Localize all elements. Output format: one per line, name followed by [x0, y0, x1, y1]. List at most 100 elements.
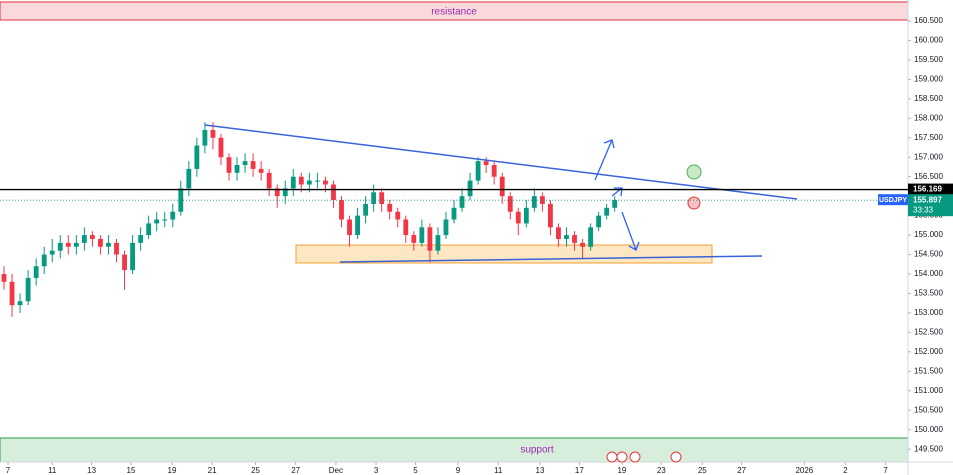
- candle-body: [459, 196, 465, 208]
- x-tick-label: 7: [883, 466, 888, 475]
- x-tick-label: Dec: [329, 466, 343, 475]
- y-tick-label: 150.000: [914, 425, 943, 434]
- candle-body: [25, 277, 31, 302]
- symbol-tag: [878, 194, 908, 206]
- x-tick-label: 25: [251, 466, 260, 475]
- candle-body: [162, 219, 168, 221]
- x-tick-label: 5: [413, 466, 418, 475]
- candle-body: [57, 242, 63, 251]
- x-tick-label: 13: [536, 466, 545, 475]
- candle-body: [499, 176, 505, 197]
- y-tick-label: 158.000: [914, 113, 943, 122]
- candle-body: [379, 192, 385, 204]
- support-label: support: [520, 445, 554, 456]
- candle-body: [154, 219, 160, 224]
- candle-body: [234, 165, 240, 173]
- y-tick-label: 152.000: [914, 347, 943, 356]
- candle-body: [347, 219, 352, 236]
- candle-body: [411, 235, 417, 243]
- candle-body: [314, 180, 320, 182]
- resistance-label: resistance: [431, 7, 477, 18]
- y-tick-label: 159.500: [914, 55, 943, 64]
- event-icon: [670, 451, 682, 463]
- y-tick-label: 156.500: [914, 172, 943, 181]
- y-tick-label: 158.500: [914, 94, 943, 103]
- x-tick-label: 2026: [795, 466, 813, 475]
- candle-body: [250, 161, 256, 169]
- y-tick-label: 154.500: [914, 250, 943, 259]
- price-label: 155.897: [913, 195, 942, 204]
- candle-body: [210, 129, 216, 138]
- candle-body: [491, 165, 497, 177]
- candle-body: [588, 227, 594, 247]
- candle-body: [604, 207, 610, 216]
- candle-body: [106, 242, 111, 247]
- candle-body: [355, 215, 360, 236]
- candle-body: [467, 180, 473, 197]
- candle-body: [298, 176, 304, 185]
- candle-body: [258, 168, 264, 173]
- candle-body: [572, 235, 577, 243]
- candle-body: [242, 161, 248, 166]
- candle-body: [556, 227, 561, 239]
- y-tick-label: 151.000: [914, 386, 943, 395]
- candle-body: [443, 219, 449, 236]
- candle-body: [41, 254, 47, 267]
- y-tick-label: 153.000: [914, 308, 943, 317]
- x-tick-label: 9: [456, 466, 461, 475]
- trendline: [339, 255, 763, 263]
- event-icon: [629, 451, 641, 463]
- candle-body: [403, 219, 409, 236]
- x-tick-label: 3: [374, 466, 379, 475]
- y-tick-label: 154.000: [914, 269, 943, 278]
- candle-body: [339, 200, 344, 220]
- y-tick-label: 151.500: [914, 366, 943, 375]
- event-icon: [616, 451, 628, 463]
- candle-body: [612, 200, 618, 208]
- x-tick-label: 13: [87, 466, 96, 475]
- arrow-down: [621, 211, 640, 251]
- candle-body: [33, 266, 39, 278]
- candle-body: [146, 223, 152, 236]
- candle-body: [387, 203, 393, 212]
- y-tick-label: 152.500: [914, 328, 943, 337]
- y-tick-label: 157.000: [914, 152, 943, 161]
- event-icon: [606, 451, 618, 463]
- event-icons: [606, 451, 682, 463]
- candle-body: [114, 242, 119, 255]
- candle-body: [81, 235, 87, 243]
- candle-body: [89, 235, 95, 239]
- candle-body: [130, 242, 135, 271]
- candle-body: [475, 161, 481, 181]
- candle-body: [202, 129, 208, 146]
- x-tick-label: 19: [617, 466, 626, 475]
- level-label: 156.169: [913, 185, 942, 194]
- candle-body: [122, 254, 127, 271]
- candle-body: [548, 203, 553, 228]
- candle-body: [580, 242, 585, 247]
- candle-body: [290, 176, 296, 189]
- symbol-label: USDJPY: [879, 197, 907, 204]
- y-tick-label: 149.500: [914, 444, 943, 453]
- candle-body: [323, 180, 328, 185]
- candle-body: [306, 180, 312, 185]
- candle-body: [483, 161, 489, 166]
- candle-body: [218, 137, 224, 158]
- candle-body: [331, 184, 336, 201]
- x-tick-label: 2: [843, 466, 848, 475]
- candle-body: [427, 227, 433, 251]
- arrow-up: [594, 139, 615, 181]
- y-tick-label: 153.500: [914, 289, 943, 298]
- candle-body: [170, 211, 176, 220]
- candle-body: [186, 168, 192, 189]
- x-tick-label: 21: [208, 466, 217, 475]
- x-tick-label: 11: [494, 466, 503, 475]
- y-tick-label: 150.500: [914, 405, 943, 414]
- signal-circle: [687, 196, 701, 210]
- x-tick-label: 17: [575, 466, 584, 475]
- y-tick-label: 155.000: [914, 230, 943, 239]
- candle-body: [395, 211, 401, 220]
- x-tick-label: 19: [168, 466, 177, 475]
- candle-body: [451, 207, 457, 220]
- x-tick-label: 7: [6, 466, 11, 475]
